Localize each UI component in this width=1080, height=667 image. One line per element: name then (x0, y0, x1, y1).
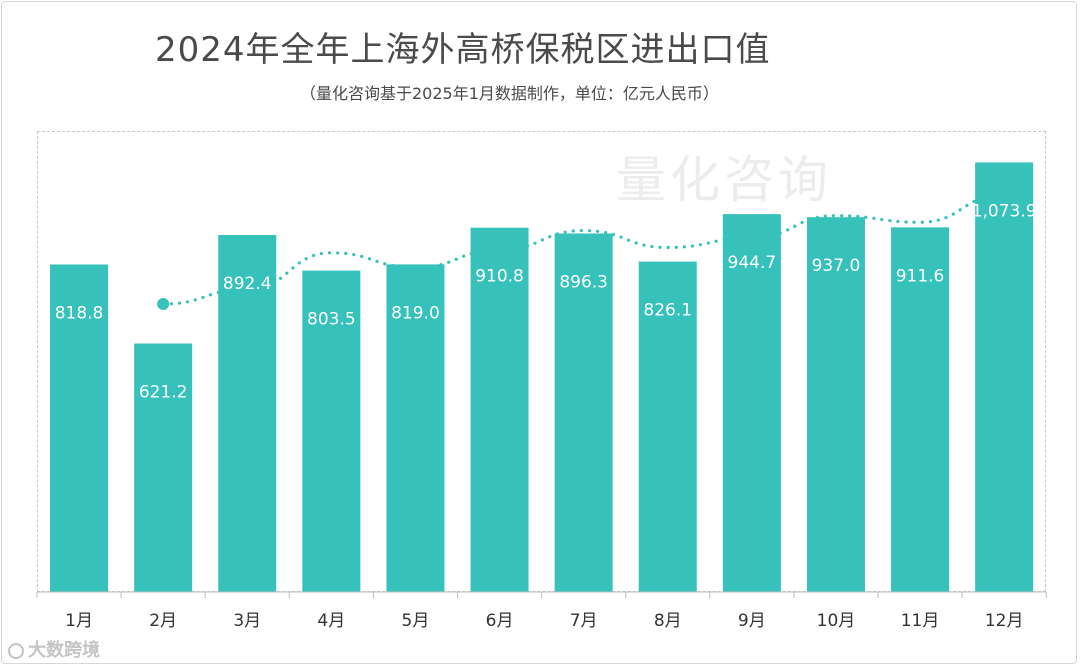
bar-2 (134, 343, 193, 592)
bar-8 (638, 261, 697, 592)
data-label-1: 818.8 (55, 303, 104, 323)
bar-1 (50, 264, 109, 592)
data-label-10: 937.0 (812, 256, 861, 276)
data-label-6: 910.8 (475, 267, 524, 287)
bar-3 (218, 235, 277, 593)
data-label-9: 944.7 (728, 253, 777, 273)
brand-logo: 大数跨境 (8, 636, 100, 662)
bar-11 (891, 227, 950, 593)
x-tick-label-7: 7月 (570, 611, 598, 631)
bar-12 (975, 162, 1034, 592)
x-tick-label-6: 6月 (486, 611, 514, 631)
x-tick-label-5: 5月 (402, 611, 430, 631)
brand-logo-icon (8, 643, 24, 659)
trend-start-dot (157, 298, 170, 310)
bar-7 (554, 233, 613, 593)
x-tick-label-8: 8月 (654, 611, 682, 631)
trend-line (161, 193, 1006, 306)
bar-10 (806, 217, 865, 592)
bar-5 (386, 264, 445, 592)
data-label-8: 826.1 (643, 301, 692, 321)
data-label-2: 621.2 (139, 383, 188, 403)
brand-logo-text: 大数跨境 (28, 640, 100, 661)
watermark: 量化咨询 (616, 151, 832, 209)
x-tick-label-10: 10月 (817, 611, 856, 631)
data-label-5: 819.0 (391, 303, 440, 323)
x-tick-label-11: 11月 (901, 611, 940, 631)
chart-subtitle: （量化咨询基于2025年1月数据制作，单位：亿元人民币） (300, 84, 719, 103)
x-tick-label-3: 3月 (233, 611, 261, 631)
x-tick-label-12: 12月 (985, 611, 1024, 631)
bar-6 (470, 227, 529, 592)
bar-9 (722, 214, 781, 592)
data-label-3: 892.4 (223, 274, 272, 294)
data-label-12: 1,073.9 (972, 201, 1037, 221)
data-label-4: 803.5 (307, 310, 356, 330)
x-tick-label-1: 1月 (65, 611, 93, 631)
x-tick-label-2: 2月 (149, 611, 177, 631)
data-label-7: 896.3 (559, 272, 608, 292)
x-tick-label-9: 9月 (738, 611, 766, 631)
data-label-11: 911.6 (896, 266, 945, 286)
bar-4 (302, 270, 361, 592)
chart-title: 2024年全年上海外高桥保税区进出口值 (155, 30, 771, 70)
x-tick-label-4: 4月 (317, 611, 345, 631)
